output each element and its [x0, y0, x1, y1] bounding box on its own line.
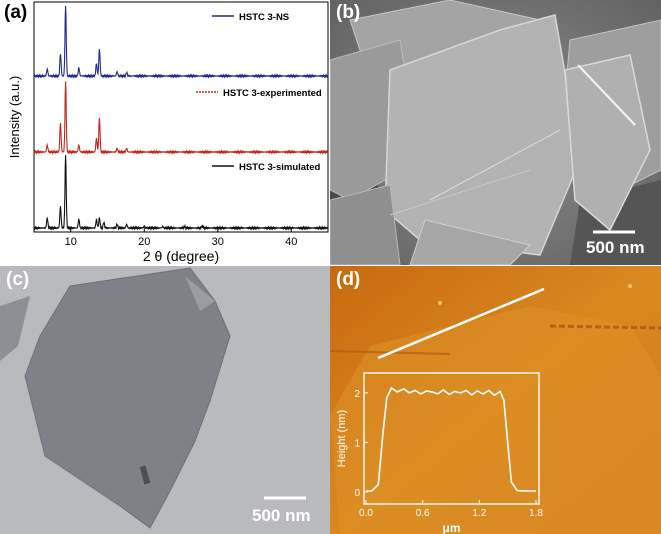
x-tick-label: 10 [65, 236, 77, 248]
panel-label-b: (b) [336, 2, 361, 23]
legend-label: HSTC 3-experimented [223, 88, 322, 99]
xrd-series-2-line [33, 155, 329, 232]
panel-label-c: (c) [6, 269, 30, 290]
afm-profile-line [377, 287, 545, 360]
panel-label-d: (d) [336, 269, 361, 290]
scale-bar-b-label: 500 nm [586, 238, 645, 257]
inset-x-tick-label: 1.2 [472, 508, 486, 519]
afm-image [330, 266, 661, 534]
inset-y-tick-label: 0 [354, 488, 360, 499]
legend-label: HSTC 3-simulated [239, 162, 320, 173]
inset-x-tick-label: 0.6 [416, 508, 430, 519]
y-axis-label: Intensity (a.u.) [7, 76, 22, 158]
xrd-chart-svg: 10 20 30 40 2 θ (degree) Intensity (a.u.) HSTC… [7, 1, 329, 264]
x-tick-label: 40 [285, 236, 297, 248]
x-axis-label: 2 θ (degree) [143, 248, 219, 264]
panel-a-xrd-chart: 10 20 30 40 2 θ (degree) Intensity (a.u.) HSTC… [0, 0, 330, 265]
sem-image [330, 0, 661, 265]
panel-c-tem-image: (c) 500 nm [0, 266, 330, 534]
scale-bar-c-label: 500 nm [252, 506, 311, 525]
x-tick-label: 30 [212, 236, 224, 248]
panel-label-a: (a) [4, 2, 28, 23]
height-profile-line [366, 386, 536, 492]
legend-label: HSTC 3-NS [239, 12, 289, 23]
panel-b-sem-image: (b) 500 nm [330, 0, 661, 265]
xrd-series-1-line [33, 81, 329, 156]
afm-inset-chart: 0.0 0.6 1.2 1.8 0 1 2 μm Height (nm) [336, 372, 543, 534]
panel-d-afm-image: 0.0 0.6 1.2 1.8 0 1 2 μm Height (nm) (d) [330, 266, 661, 534]
x-tick-label: 20 [138, 236, 150, 248]
inset-y-tick-label: 1 [354, 438, 360, 449]
inset-y-axis-label: Height (nm) [336, 410, 348, 467]
xrd-series-0-line [33, 5, 329, 80]
tem-image [0, 266, 330, 534]
inset-y-tick-label: 2 [354, 389, 360, 400]
inset-x-axis-label: μm [442, 521, 460, 534]
xrd-plot-frame [33, 1, 329, 233]
inset-x-tick-label: 0.0 [359, 508, 373, 519]
inset-x-tick-label: 1.8 [529, 508, 543, 519]
inset-frame [363, 372, 540, 505]
